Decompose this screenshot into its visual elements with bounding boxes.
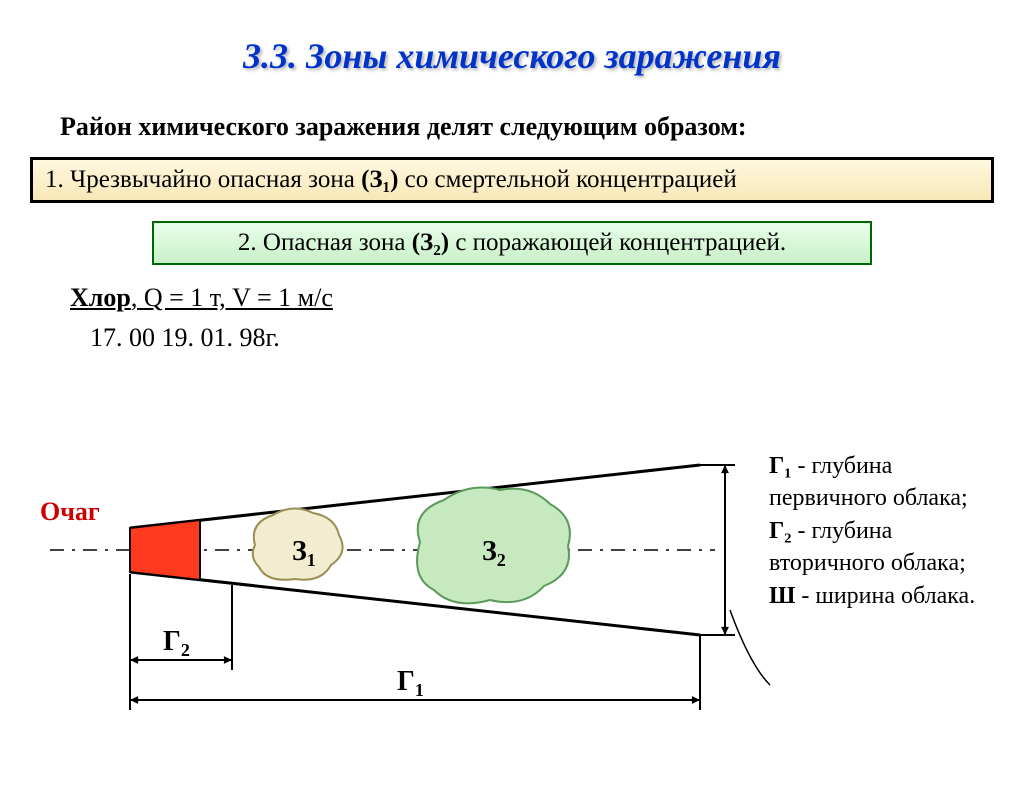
- box2-prefix: 2. Опасная зона: [238, 229, 412, 256]
- params-rest: , Q = 1 т, V = 1 м/с: [131, 283, 333, 312]
- box2-suffix: с поражающей концентрацией.: [449, 229, 786, 256]
- parameters: Хлор, Q = 1 т, V = 1 м/с: [70, 283, 1024, 313]
- diagram: З1З2Г2Г1: [30, 450, 790, 750]
- params-label: Хлор: [70, 283, 131, 312]
- diagram-svg: З1З2Г2Г1: [30, 450, 790, 750]
- box2-bold: (З₂): [412, 229, 449, 256]
- box1-bold: (З₁): [361, 166, 398, 193]
- legend-g1-text: - глубина первичного облака;: [769, 453, 968, 511]
- box1-prefix: 1. Чрезвычайно опасная зона: [45, 166, 361, 193]
- legend: Г₁ - глубина первичного облака; Г₂ - глу…: [769, 450, 994, 612]
- datetime: 17. 00 19. 01. 98г.: [90, 323, 1024, 353]
- subtitle: Район химического заражения делят следую…: [60, 112, 1024, 142]
- legend-g2-text: - глубина вторичного облака;: [769, 518, 966, 576]
- svg-text:Г2: Г2: [163, 626, 190, 660]
- legend-g1: Г₁: [769, 453, 791, 479]
- zone-box-2: 2. Опасная зона (З₂) с поражающей концен…: [152, 221, 872, 265]
- legend-g2: Г₂: [769, 518, 791, 544]
- box1-suffix: со смертельной концентрацией: [398, 166, 736, 193]
- svg-text:Г1: Г1: [397, 666, 424, 700]
- legend-sh: Ш: [769, 583, 795, 609]
- zone-box-1: 1. Чрезвычайно опасная зона (З₁) со смер…: [30, 157, 994, 203]
- legend-sh-text: - ширина облака.: [795, 583, 975, 609]
- page-title: 3.3. Зоны химического заражения: [0, 35, 1024, 77]
